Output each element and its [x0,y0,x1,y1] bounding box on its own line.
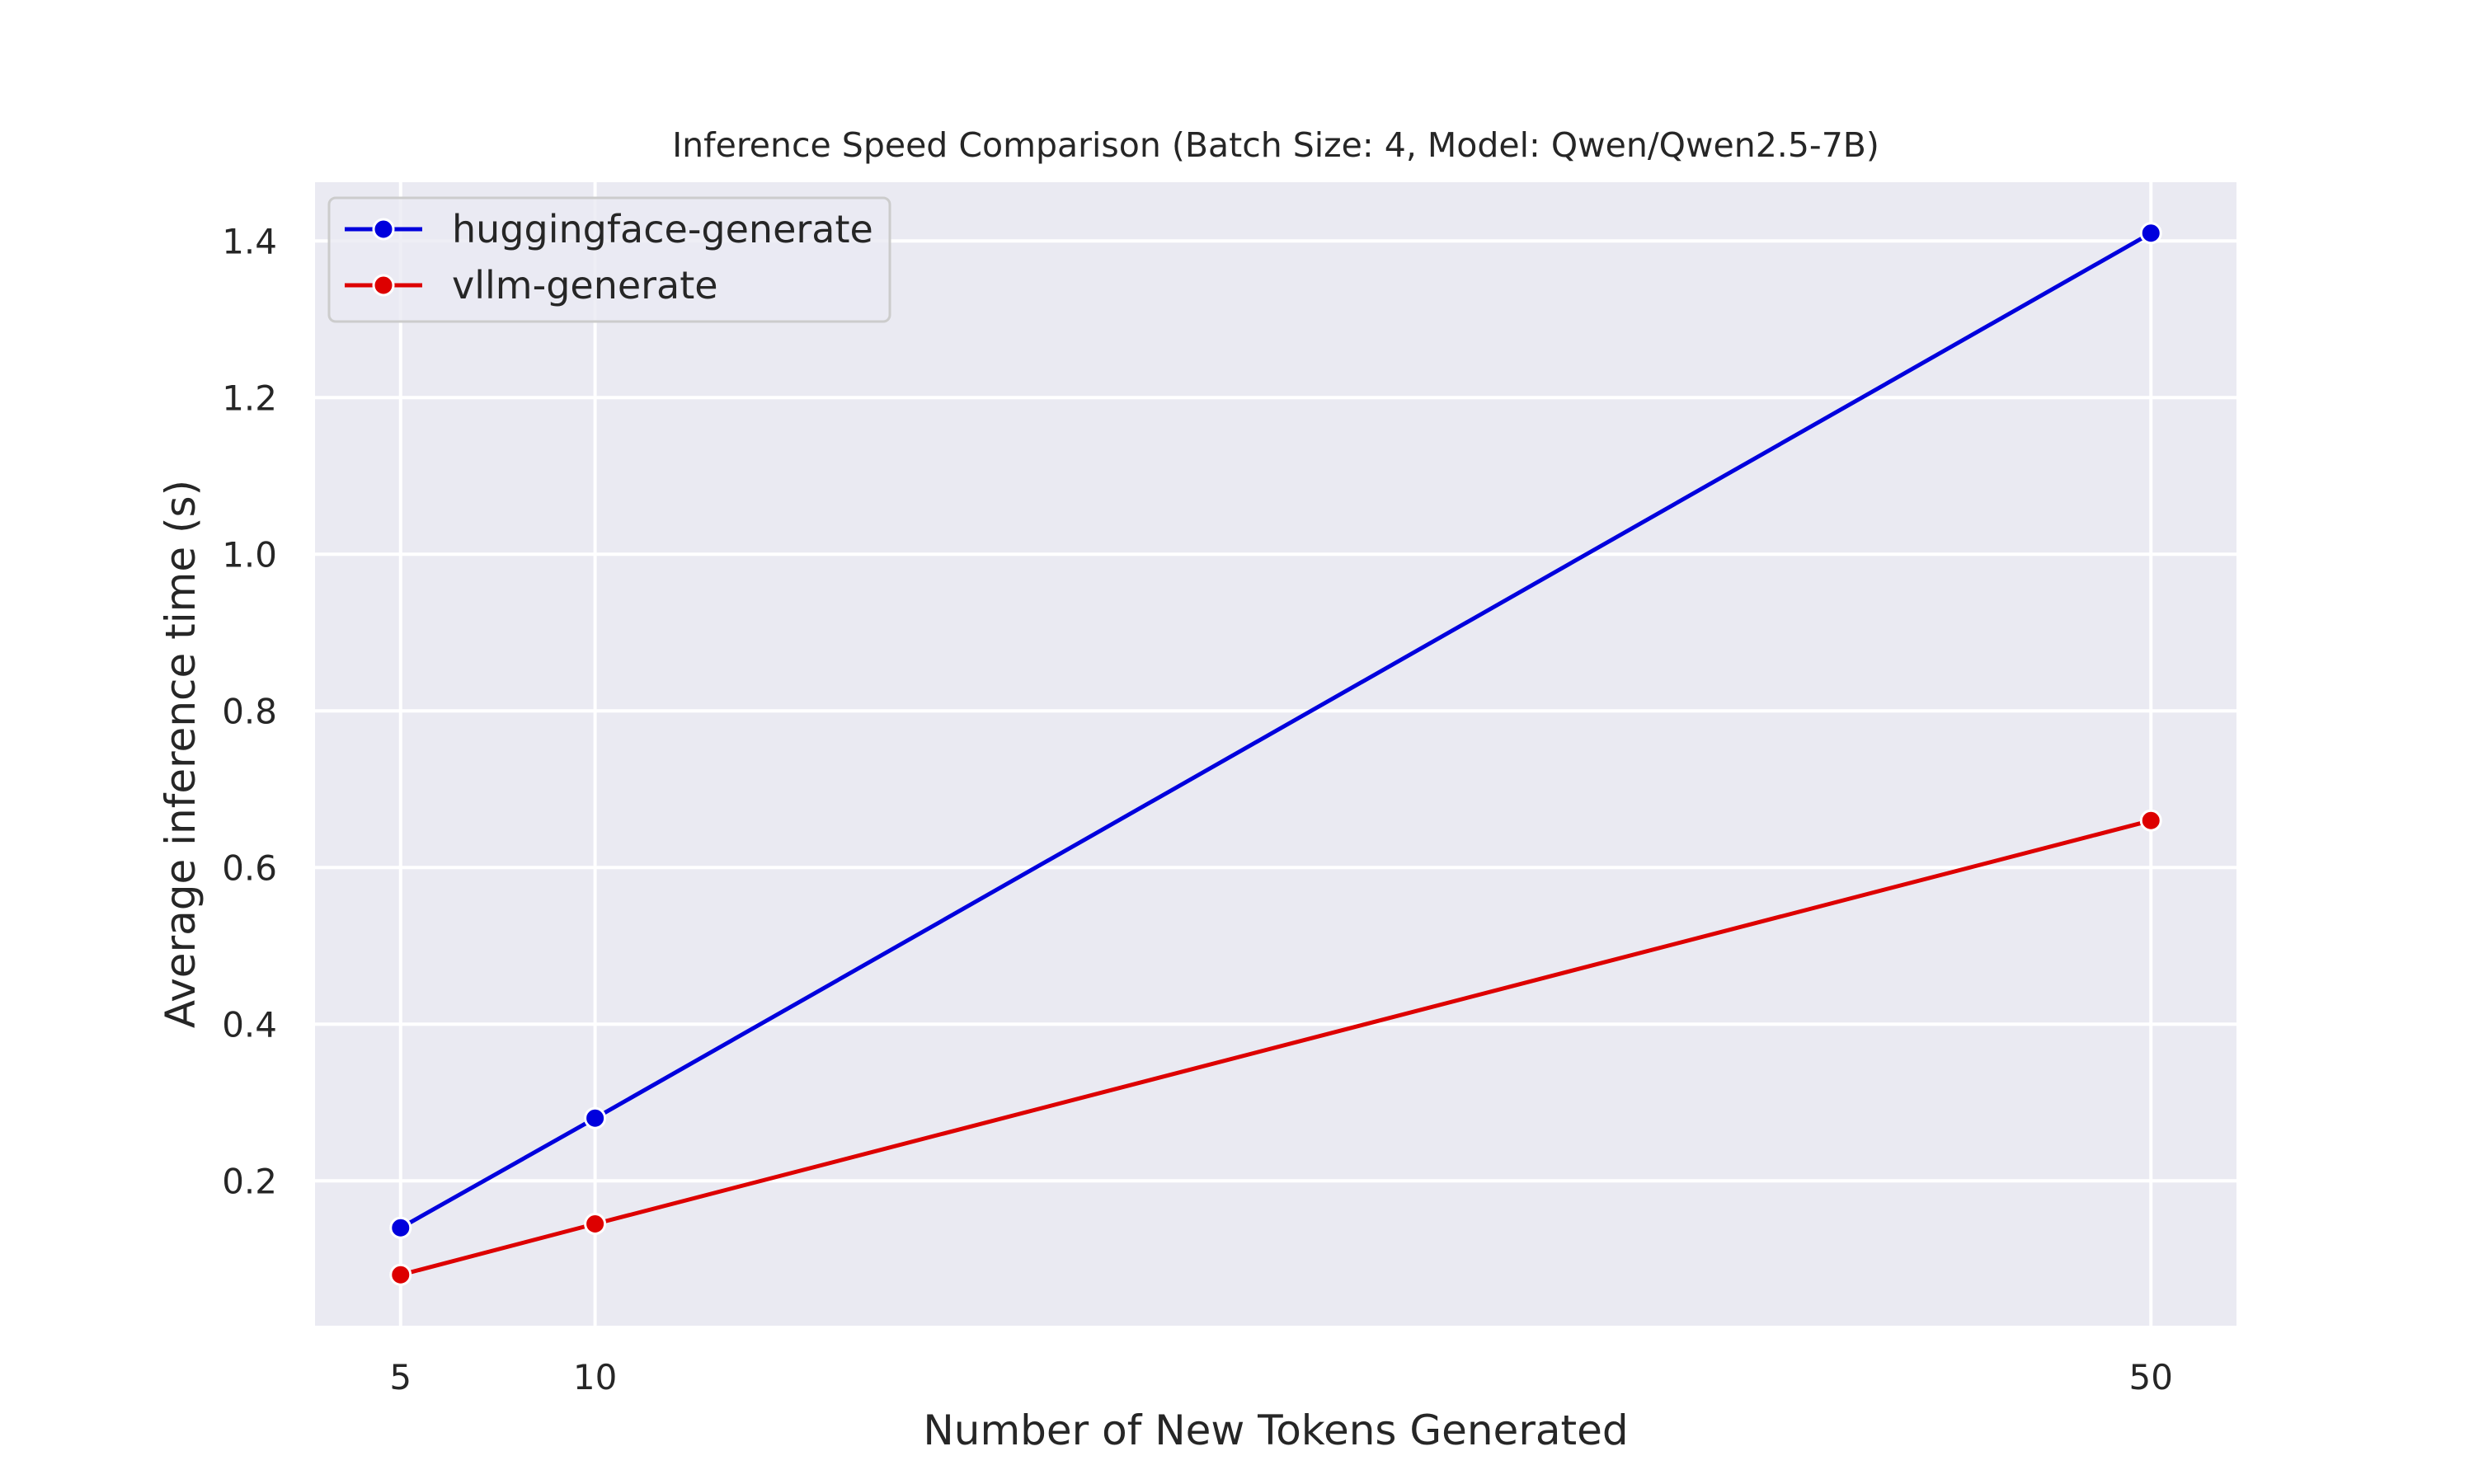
y-tick-label: 1.2 [222,378,277,418]
tick-labels: 0.2 0.4 0.6 0.8 1.0 1.2 1.4 5 10 50 [222,221,2173,1397]
legend: huggingface-generate vllm-generate [327,196,891,323]
legend-label: huggingface-generate [452,207,873,251]
x-tick-label: 50 [2129,1357,2173,1397]
legend-label: vllm-generate [452,263,718,308]
data-point [2139,809,2162,832]
y-axis-label: Average inference time (s) [157,480,205,1028]
data-point [2139,222,2162,245]
y-tick-label: 0.8 [222,691,277,731]
legend-swatch-marker [372,274,395,297]
series-layer [389,222,2162,1286]
data-point [584,1106,607,1129]
x-axis-label: Number of New Tokens Generated [923,1407,1628,1454]
data-point [389,1216,412,1239]
chart-title: Inference Speed Comparison (Batch Size: … [672,125,1879,165]
legend-box [327,196,891,323]
y-tick-label: 1.0 [222,534,277,575]
y-tick-label: 0.2 [222,1161,277,1201]
x-tick-label: 5 [389,1357,412,1397]
data-point [389,1263,412,1286]
y-tick-label: 0.6 [222,848,277,888]
plot-area [315,182,2236,1326]
data-point [584,1213,607,1235]
y-tick-label: 1.4 [222,221,277,261]
x-tick-label: 10 [573,1357,617,1397]
legend-swatch-marker [372,218,395,241]
y-tick-label: 0.4 [222,1004,277,1045]
